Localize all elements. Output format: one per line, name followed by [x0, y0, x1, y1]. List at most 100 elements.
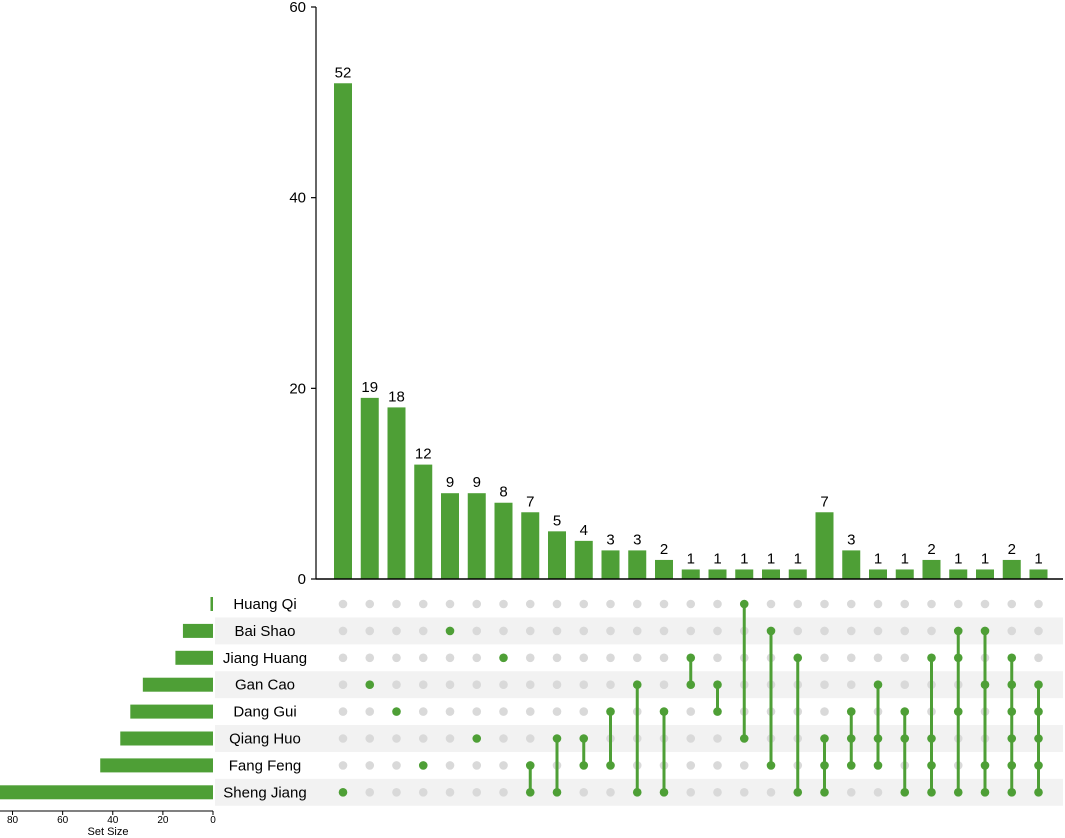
intersection-bar — [521, 512, 539, 579]
matrix-dot-active — [767, 627, 776, 636]
matrix-dot-active — [740, 600, 749, 609]
set-name-label: Fang Feng — [229, 757, 302, 774]
matrix-dot-inactive — [553, 680, 562, 689]
matrix-dot-active — [793, 654, 802, 663]
matrix-dot-inactive — [472, 788, 481, 797]
matrix-dot-inactive — [847, 627, 856, 636]
intersection-bar — [361, 398, 379, 579]
set-size-bars: Huang Qi Bai Shao Jiang Huang Gan Cao Dang G… — [0, 596, 307, 801]
matrix-dot-inactive — [365, 788, 374, 797]
intersection-bar — [789, 569, 807, 579]
matrix-dot-inactive — [1007, 600, 1016, 609]
matrix-dot-inactive — [954, 600, 963, 609]
matrix-dot-active — [713, 680, 722, 689]
matrix-dot-active — [847, 761, 856, 770]
matrix-dot-inactive — [365, 734, 374, 743]
matrix-dot-inactive — [874, 627, 883, 636]
matrix-dot-inactive — [874, 788, 883, 797]
matrix-dot-inactive — [767, 788, 776, 797]
intersection-bar-label: 5 — [553, 512, 561, 529]
matrix-dot-inactive — [339, 680, 348, 689]
intersection-bar-label: 7 — [820, 493, 828, 510]
matrix-dot-active — [1034, 761, 1043, 770]
matrix-dot-inactive — [660, 627, 669, 636]
matrix-dot-active — [365, 680, 374, 689]
matrix-dot-inactive — [660, 654, 669, 663]
matrix-dot-active — [927, 788, 936, 797]
matrix-dot-inactive — [526, 680, 535, 689]
intersection-bar-label: 1 — [767, 550, 775, 567]
matrix-dot-inactive — [339, 600, 348, 609]
intersection-bar — [735, 569, 753, 579]
matrix-dot-inactive — [446, 600, 455, 609]
matrix-dot-inactive — [900, 627, 909, 636]
matrix-dot-inactive — [499, 761, 508, 770]
matrix-dot-active — [419, 761, 428, 770]
intersection-bar-label: 1 — [794, 550, 802, 567]
intersection-y-tick-label: 0 — [298, 571, 306, 588]
matrix-dot-active — [874, 761, 883, 770]
matrix-dot-inactive — [1034, 627, 1043, 636]
matrix-dot-inactive — [365, 600, 374, 609]
matrix-dot-active — [927, 761, 936, 770]
matrix-dot-inactive — [553, 654, 562, 663]
matrix-dot-active — [1034, 788, 1043, 797]
matrix-dot-inactive — [499, 627, 508, 636]
intersection-bar-label: 2 — [660, 541, 668, 558]
matrix-dot-inactive — [339, 707, 348, 716]
set-name-label: Dang Gui — [233, 704, 296, 721]
set-name-label: Bai Shao — [235, 623, 296, 640]
matrix-dot-active — [553, 788, 562, 797]
matrix-dot-inactive — [713, 734, 722, 743]
matrix-dot-inactive — [606, 600, 615, 609]
intersection-bar-label: 12 — [415, 446, 432, 463]
matrix-dot-active — [793, 788, 802, 797]
matrix-dot-active — [981, 788, 990, 797]
intersection-bar-label: 1 — [981, 550, 989, 567]
matrix-dot-inactive — [686, 707, 695, 716]
intersection-bar-label: 1 — [713, 550, 721, 567]
matrix-dot-inactive — [446, 788, 455, 797]
set-size-bar — [143, 678, 213, 692]
set-size-bar — [0, 785, 213, 799]
matrix-dot-inactive — [606, 627, 615, 636]
matrix-dot-inactive — [713, 627, 722, 636]
matrix-dot-inactive — [847, 680, 856, 689]
set-size-tick-label: 20 — [157, 815, 169, 826]
matrix-dot-inactive — [1034, 654, 1043, 663]
matrix-dot-active — [499, 654, 508, 663]
matrix-dot-inactive — [740, 788, 749, 797]
matrix-dot-inactive — [579, 707, 588, 716]
matrix-dot-inactive — [499, 788, 508, 797]
matrix-dot-inactive — [365, 654, 374, 663]
matrix-dot-inactive — [633, 627, 642, 636]
intersection-bar-label: 1 — [874, 550, 882, 567]
intersection-bar-label: 3 — [633, 531, 641, 548]
intersection-bar — [441, 493, 459, 579]
matrix-dot-inactive — [472, 680, 481, 689]
set-name-label: Huang Qi — [233, 596, 296, 613]
matrix-dot-active — [981, 680, 990, 689]
intersection-bar-label: 9 — [473, 474, 481, 491]
matrix-dot-inactive — [820, 627, 829, 636]
matrix-dot-inactive — [579, 788, 588, 797]
matrix-dot-inactive — [472, 654, 481, 663]
matrix-dot-inactive — [740, 761, 749, 770]
set-size-tick-label: 80 — [7, 815, 19, 826]
set-name-label: Jiang Huang — [223, 650, 307, 667]
matrix-dot-active — [1007, 761, 1016, 770]
matrix-dot-inactive — [579, 600, 588, 609]
matrix-dot-active — [847, 707, 856, 716]
intersection-bar — [869, 569, 887, 579]
matrix-dot-active — [927, 734, 936, 743]
matrix-dot-active — [660, 788, 669, 797]
intersection-bar — [709, 569, 727, 579]
matrix-dot-inactive — [499, 680, 508, 689]
matrix-dot-active — [686, 680, 695, 689]
set-size-bar — [175, 651, 213, 665]
matrix-dot-active — [1007, 654, 1016, 663]
matrix-dot-inactive — [419, 734, 428, 743]
matrix-dot-active — [767, 761, 776, 770]
